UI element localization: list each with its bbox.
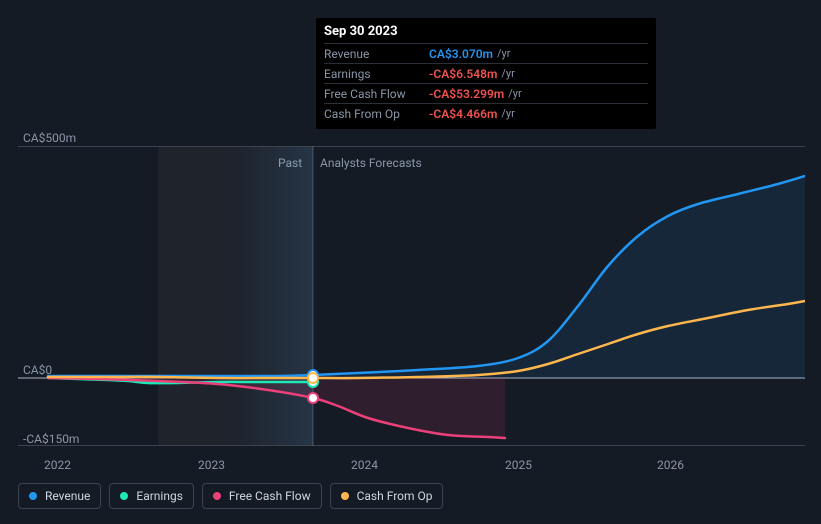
x-axis-label: 2023	[198, 458, 225, 472]
chart-tooltip: Sep 30 2023 Revenue CA$3.070m /yr Earnin…	[316, 18, 656, 129]
legend-dot	[341, 492, 349, 500]
tooltip-value: -CA$53.299m	[429, 87, 504, 101]
x-axis-label: 2022	[44, 458, 71, 472]
legend-item-cfo[interactable]: Cash From Op	[330, 483, 444, 509]
tooltip-value: -CA$4.466m	[429, 107, 497, 121]
tooltip-label: Cash From Op	[324, 107, 429, 121]
tooltip-row-revenue: Revenue CA$3.070m /yr	[324, 43, 648, 63]
legend-dot	[213, 492, 221, 500]
legend-label: Free Cash Flow	[229, 489, 311, 503]
x-axis-label: 2025	[505, 458, 532, 472]
tooltip-unit: /yr	[501, 107, 514, 121]
tooltip-label: Free Cash Flow	[324, 87, 429, 101]
x-axis-label: 2024	[351, 458, 378, 472]
legend-dot	[29, 492, 37, 500]
tooltip-unit: /yr	[508, 87, 521, 101]
tooltip-unit: /yr	[501, 67, 514, 81]
earnings-revenue-chart: Sep 30 2023 Revenue CA$3.070m /yr Earnin…	[18, 18, 805, 483]
tooltip-unit: /yr	[497, 47, 510, 61]
x-axis-label: 2026	[657, 458, 684, 472]
legend-item-revenue[interactable]: Revenue	[18, 483, 101, 509]
y-axis-label: CA$500m	[23, 131, 76, 145]
legend-item-fcf[interactable]: Free Cash Flow	[202, 483, 322, 509]
tooltip-row-cfo: Cash From Op -CA$4.466m /yr	[324, 103, 648, 123]
legend: Revenue Earnings Free Cash Flow Cash Fro…	[18, 483, 443, 509]
legend-label: Cash From Op	[357, 489, 433, 503]
tooltip-label: Revenue	[324, 47, 429, 61]
legend-label: Revenue	[45, 489, 90, 503]
tooltip-value: -CA$6.548m	[429, 67, 497, 81]
legend-dot	[120, 492, 128, 500]
tooltip-label: Earnings	[324, 67, 429, 81]
legend-label: Earnings	[136, 489, 183, 503]
legend-item-earnings[interactable]: Earnings	[109, 483, 194, 509]
plot-area[interactable]	[18, 146, 805, 446]
tooltip-value: CA$3.070m	[429, 47, 493, 61]
tooltip-row-fcf: Free Cash Flow -CA$53.299m /yr	[324, 83, 648, 103]
tooltip-row-earnings: Earnings -CA$6.548m /yr	[324, 63, 648, 83]
tooltip-date: Sep 30 2023	[324, 24, 648, 43]
